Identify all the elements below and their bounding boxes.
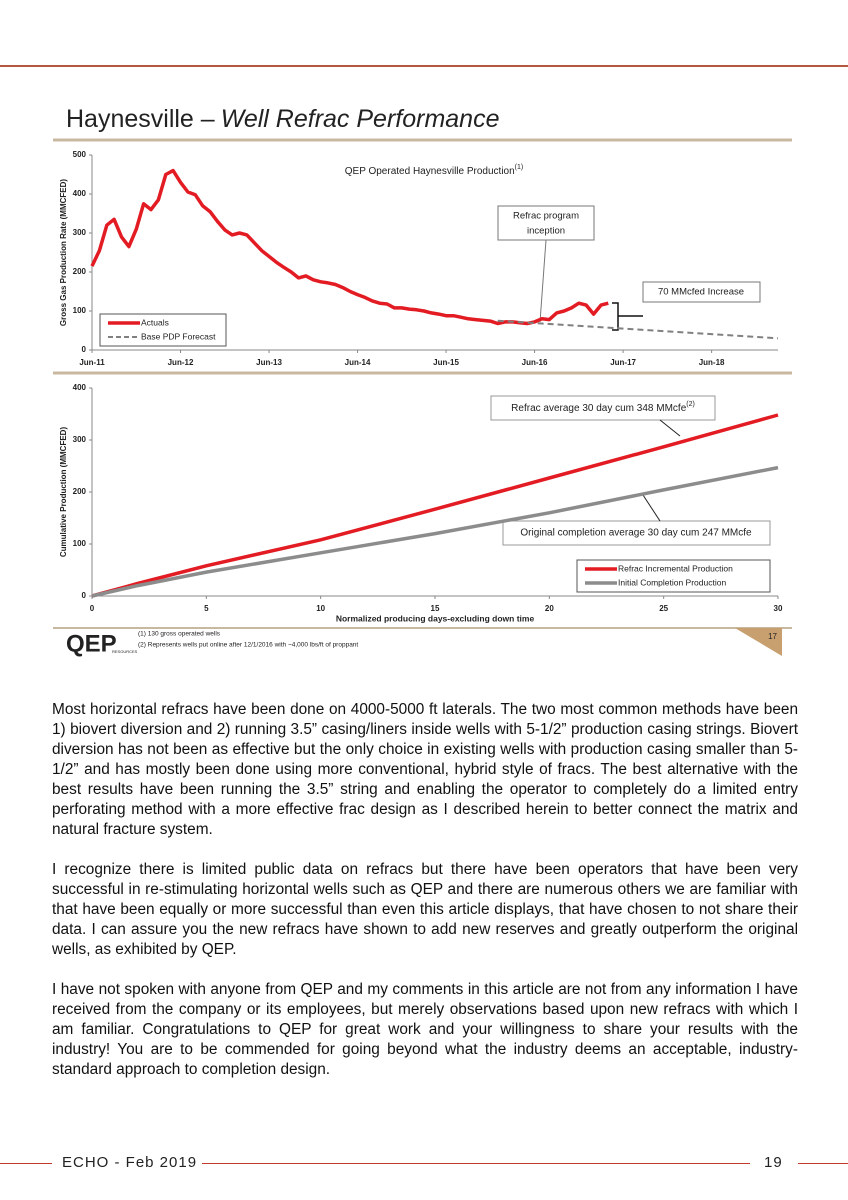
slide-title: Haynesville – Well Refrac Performance — [66, 105, 499, 133]
slide-page: 17 — [768, 632, 777, 641]
x-tick-label: Jun-14 — [345, 358, 371, 367]
footnote: (1) 130 gross operated wells — [138, 631, 221, 638]
title-emphasis: Well Refrac Performance — [221, 105, 500, 133]
callout-box — [497, 205, 595, 241]
logo-sub: RESOURCES — [112, 649, 138, 654]
y-tick-label: 100 — [73, 306, 87, 315]
legend-label: Base PDP Forecast — [141, 331, 216, 341]
x-tick-label: Jun-11 — [79, 358, 105, 367]
annotation: inception — [527, 226, 565, 237]
y-tick-label: 200 — [73, 267, 87, 276]
paragraph: I have not spoken with anyone from QEP a… — [52, 981, 798, 1078]
y-axis-title: Cumulative Production (MMCFED) — [59, 427, 68, 558]
x-tick-label: Jun-12 — [168, 358, 194, 367]
y-tick-label: 500 — [73, 150, 87, 159]
footer-rule — [202, 1163, 750, 1164]
title-text: QEP Operated Haynesville Production — [345, 166, 515, 177]
y-tick-label: 0 — [82, 345, 87, 354]
y-tick-label: 300 — [73, 435, 87, 444]
x-tick-label: 20 — [545, 604, 554, 613]
footer-rule — [0, 1163, 52, 1164]
legend-box — [576, 559, 771, 593]
legend-box — [99, 313, 227, 347]
y-tick-label: 100 — [73, 539, 87, 548]
paragraph: Most horizontal refracs have been done o… — [52, 701, 798, 838]
series-line — [497, 319, 779, 340]
x-tick-label: Jun-18 — [699, 358, 725, 367]
annotation: Refrac program — [513, 211, 579, 222]
footer-page: 19 — [764, 1154, 783, 1171]
callout-box — [502, 520, 771, 546]
annotation: Original completion average 30 day cum 2… — [520, 528, 752, 539]
legend-label: Initial Completion Production — [618, 577, 726, 587]
footnote: (2) Represents wells put online after 12… — [138, 642, 358, 649]
series-line — [91, 465, 779, 598]
annotation: Refrac average 30 day cum 348 MMcfe(2) — [511, 401, 695, 414]
bracket — [612, 302, 643, 331]
annotation: 70 MMcfed Increase — [658, 287, 744, 298]
y-tick-label: 400 — [73, 189, 87, 198]
x-tick-label: 0 — [90, 604, 95, 613]
y-axis-title: Gross Gas Production Rate (MMCFED) — [59, 179, 68, 326]
callout-line — [659, 419, 681, 437]
legend-label: Refrac Incremental Production — [618, 563, 733, 573]
series-line — [90, 168, 609, 326]
x-tick-label: 25 — [659, 604, 668, 613]
x-axis-title: Normalized producing days-excluding down… — [336, 613, 535, 623]
x-tick-label: 30 — [774, 604, 783, 613]
annotation-note: (2) — [686, 401, 695, 408]
x-tick-label: Jun-13 — [256, 358, 282, 367]
x-tick-label: 15 — [431, 604, 440, 613]
title-note: (1) — [515, 164, 524, 171]
callout-line — [642, 494, 661, 522]
x-tick-label: 10 — [316, 604, 325, 613]
logo: QEP — [66, 630, 117, 657]
callout-box — [490, 395, 716, 421]
y-tick-label: 200 — [73, 487, 87, 496]
y-tick-label: 300 — [73, 228, 87, 237]
series-line — [91, 413, 779, 598]
callout-box — [642, 281, 761, 303]
footer-rule — [798, 1163, 848, 1164]
x-tick-label: 5 — [204, 604, 209, 613]
slide: Haynesville – Well Refrac Performance QEP… — [0, 65, 848, 657]
title-main: Haynesville – — [66, 105, 215, 133]
slide-corner — [735, 628, 782, 656]
footer-title: ECHO - Feb 2019 — [62, 1154, 198, 1171]
y-tick-label: 0 — [82, 591, 87, 600]
callout-line — [539, 239, 547, 323]
x-tick-label: Jun-17 — [610, 358, 636, 367]
annotation-text: Refrac average 30 day cum 348 MMcfe — [511, 403, 687, 414]
x-tick-label: Jun-15 — [433, 358, 459, 367]
paragraph: I recognize there is limited public data… — [52, 861, 798, 958]
y-tick-label: 400 — [73, 383, 87, 392]
legend-label: Actuals — [141, 317, 169, 327]
chart-title: QEP Operated Haynesville Production(1) — [345, 164, 523, 177]
x-tick-label: Jun-16 — [522, 358, 548, 367]
